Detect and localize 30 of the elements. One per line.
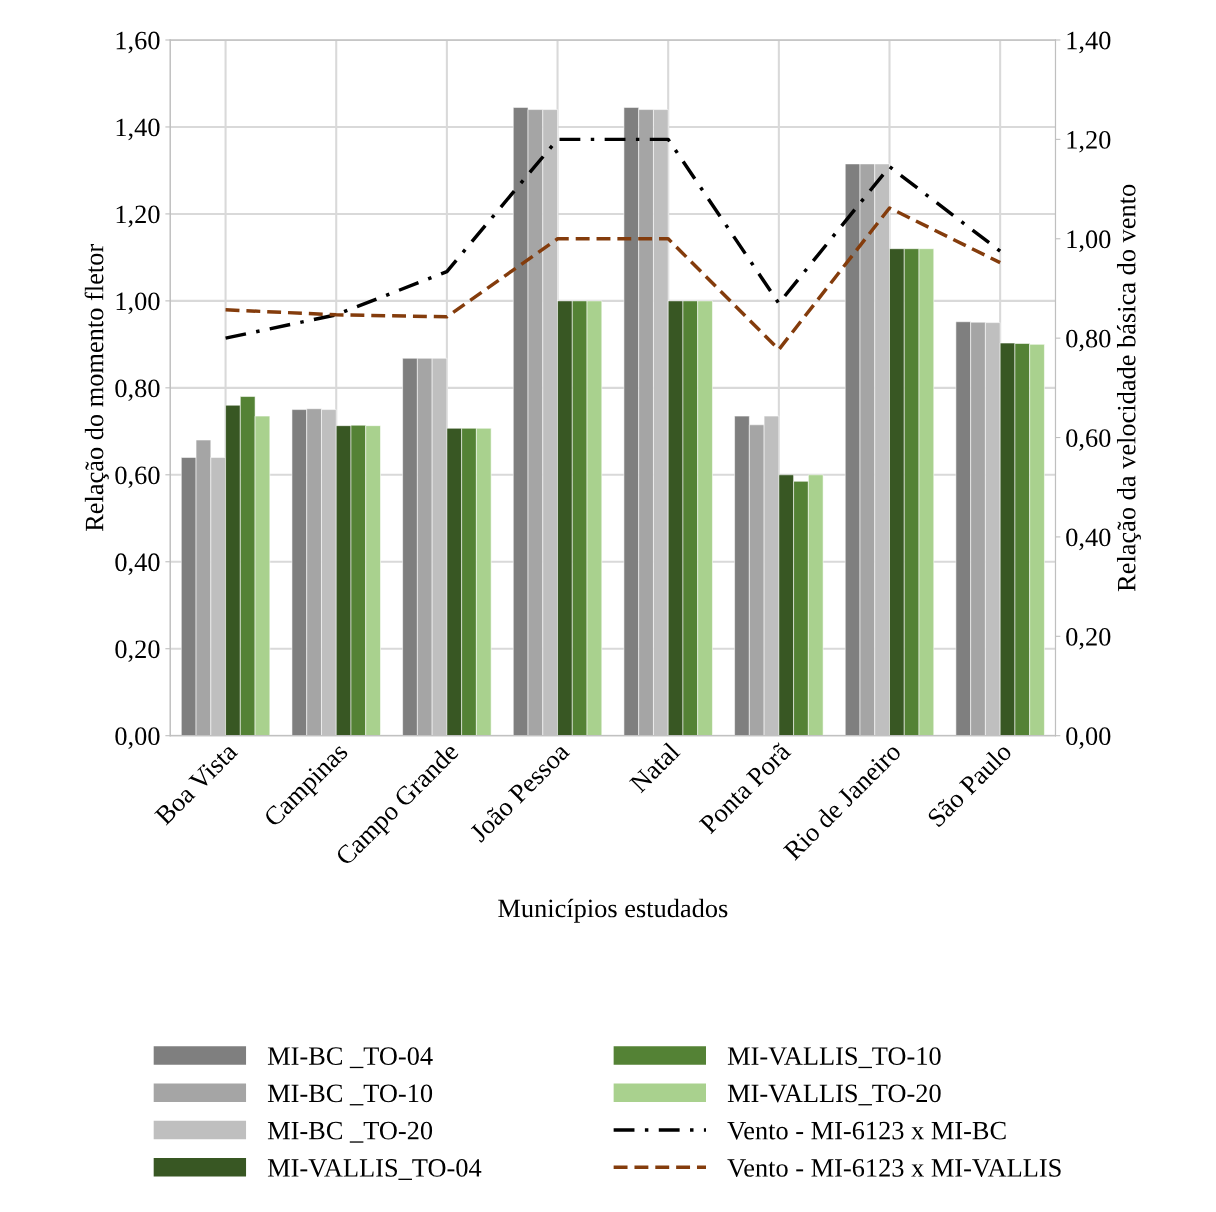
y-tick-label: 0,40 (115, 553, 160, 575)
y2-tick-label: 0,60 (1066, 429, 1111, 451)
y-tick-label: 1,60 (116, 31, 160, 54)
legend-label: MI-BC _TO-20 (267, 1121, 433, 1143)
y-axis-title: Relação do momento fletor (84, 244, 109, 532)
line-series (223, 206, 1002, 352)
y-tick-label: 0,00 (115, 727, 160, 749)
legend-label: MI-VALLIS_TO-04 (267, 1159, 482, 1180)
y2-tick-label: 0,80 (1066, 329, 1111, 352)
legend-label: MI-VALLIS_TO-10 (727, 1047, 941, 1069)
legend-label: Vento - MI-6123 x MI-VALLIS (727, 1159, 1061, 1177)
y-tick-label: 0,60 (115, 466, 160, 489)
legend-label: MI-BC _TO-04 (267, 1047, 433, 1069)
y2-axis-title: Relação da velocidade básica do vento (1116, 184, 1141, 592)
y2-tick-label: 1,40 (1067, 31, 1111, 54)
y-tick-label: 1,20 (116, 205, 160, 228)
line-series (223, 137, 1002, 340)
x-axis-title: Municípios estudados (498, 898, 728, 923)
y-tick-label: 0,20 (115, 640, 160, 662)
legend-label: MI-VALLIS_TO-20 (727, 1084, 941, 1106)
y-tick-label: 1,40 (116, 118, 160, 141)
y2-tick-label: 0,00 (1066, 727, 1111, 749)
y-tick-label: 1,00 (116, 292, 160, 315)
y2-tick-label: 1,20 (1067, 130, 1111, 153)
legend-label: MI-BC _TO-10 (267, 1084, 433, 1106)
y-tick-label: 0,80 (115, 379, 160, 402)
y2-tick-label: 0,20 (1066, 627, 1111, 650)
y2-tick-label: 0,40 (1066, 528, 1111, 551)
legend-label: Vento - MI-6123 x MI-BC (727, 1121, 1006, 1140)
y2-tick-label: 1,00 (1067, 230, 1111, 252)
